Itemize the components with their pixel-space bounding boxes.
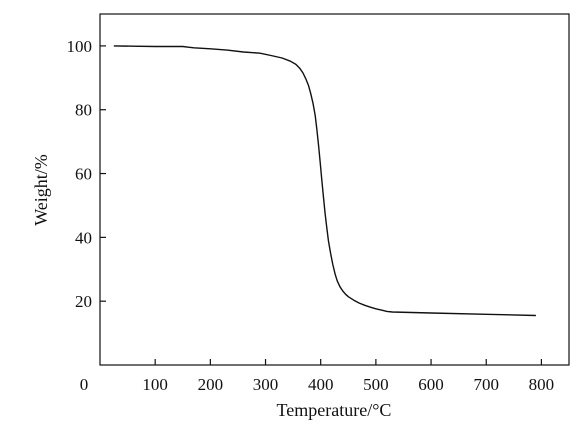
y-tick-label: 60 [75, 165, 92, 184]
x-tick-label: 100 [142, 375, 168, 394]
x-tick-label: 300 [253, 375, 279, 394]
y-axis-title: Weight/% [31, 154, 51, 226]
y-tick-label: 20 [75, 292, 92, 311]
x-tick-label: 700 [473, 375, 499, 394]
y-tick-label: 80 [75, 101, 92, 120]
y-tick-label: 100 [67, 37, 93, 56]
x-tick-label: 500 [363, 375, 389, 394]
series-line-weight [113, 45, 536, 317]
y-axis-ticks: 20 40 60 80 100 [67, 37, 106, 311]
x-tick-label: 200 [198, 375, 224, 394]
x-tick-label: 800 [529, 375, 555, 394]
x-tick-label: 0 [80, 375, 89, 394]
x-tick-label: 400 [308, 375, 334, 394]
x-tick-label: 600 [418, 375, 444, 394]
x-axis-title: Temperature/°C [277, 400, 392, 420]
plot-frame [99, 13, 570, 366]
y-tick-label: 40 [75, 228, 92, 247]
x-axis-ticks: 0 100 200 300 400 500 600 700 800 [80, 359, 554, 394]
